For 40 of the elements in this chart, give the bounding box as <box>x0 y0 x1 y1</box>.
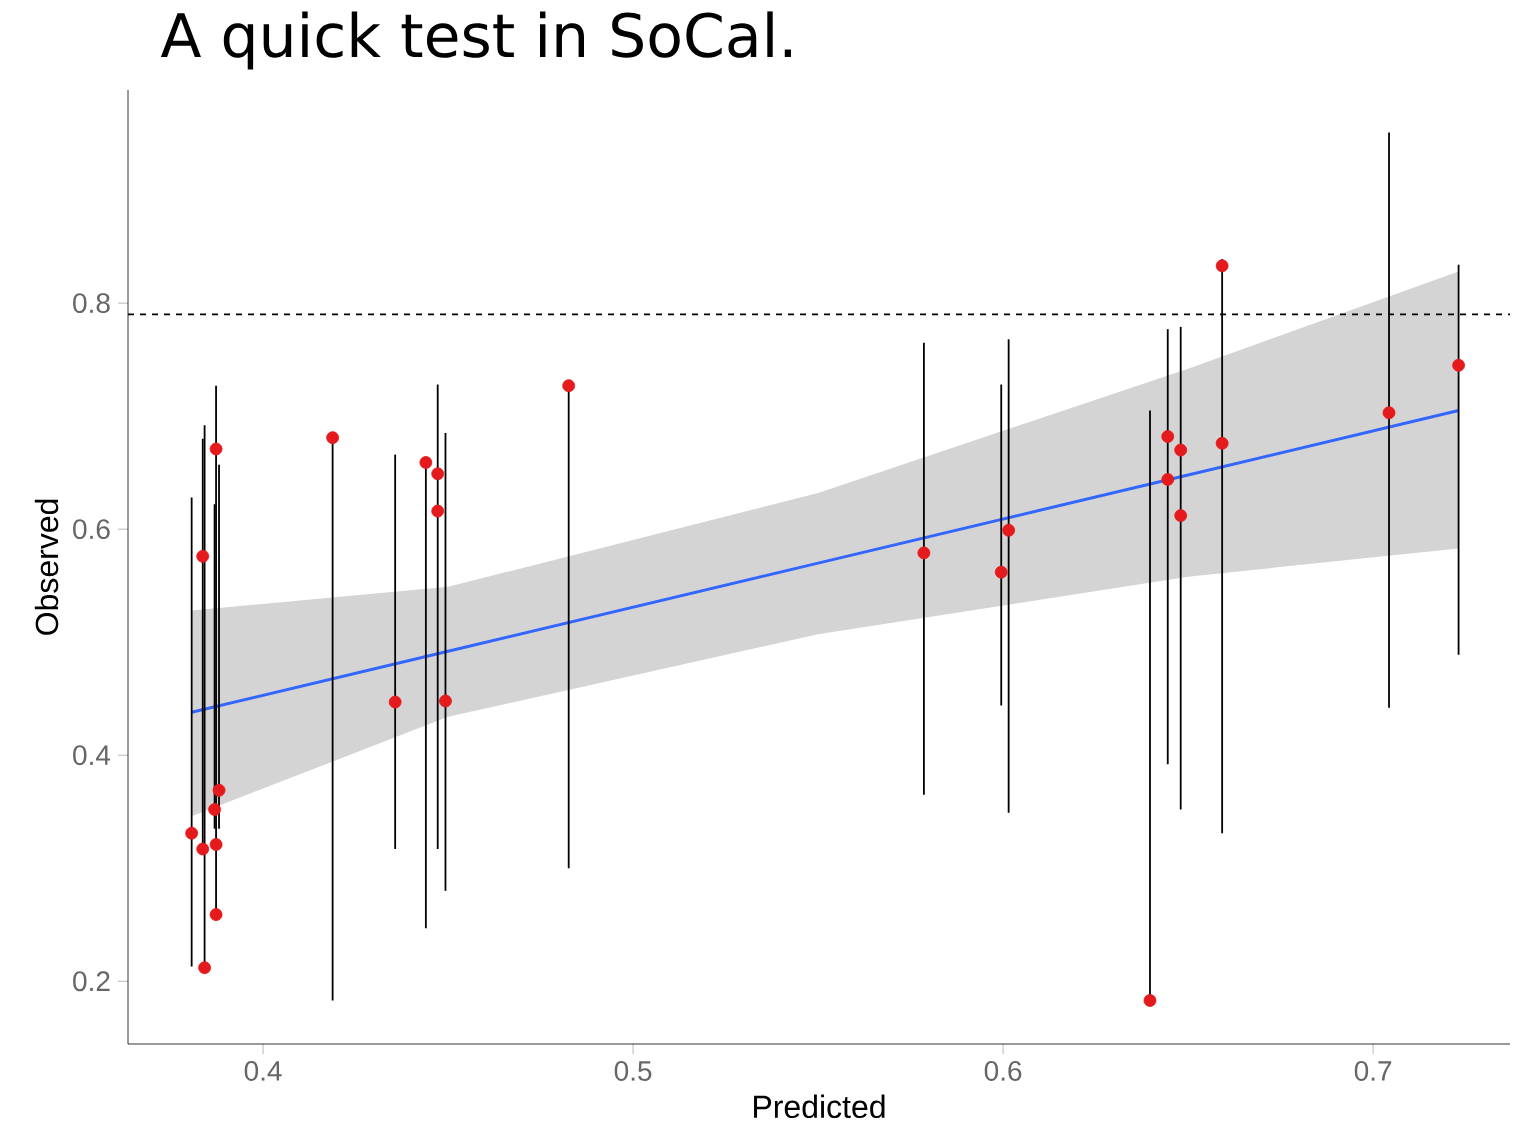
point <box>1002 523 1016 537</box>
point <box>1215 259 1229 273</box>
point <box>212 783 226 797</box>
point <box>196 842 210 856</box>
line-series <box>190 409 1461 714</box>
point <box>1452 358 1465 372</box>
point <box>1215 436 1229 450</box>
y-tick-label: 0.4 <box>73 745 111 766</box>
point <box>198 961 211 975</box>
y-tick-label: 0.6 <box>73 519 110 540</box>
point <box>1382 406 1396 420</box>
point <box>431 467 445 481</box>
x-axis-title: Predicted <box>754 1094 885 1119</box>
y-axis-title: Observed <box>34 499 59 635</box>
point <box>1161 430 1175 443</box>
point <box>1174 443 1188 457</box>
y-tick-label: 0.2 <box>73 971 110 992</box>
point <box>1174 509 1188 523</box>
point <box>208 803 221 816</box>
point <box>1161 473 1175 486</box>
point <box>185 826 199 840</box>
point <box>439 694 452 708</box>
point <box>1143 994 1157 1007</box>
point <box>209 442 223 456</box>
point <box>994 565 1008 579</box>
x-tick-label: 0.6 <box>984 1061 1022 1081</box>
point <box>388 695 402 709</box>
point <box>209 908 223 921</box>
y-tick-label: 0.8 <box>73 293 110 314</box>
x-tick-label: 0.5 <box>614 1061 652 1081</box>
point <box>196 549 210 563</box>
point <box>419 456 433 469</box>
point <box>917 546 931 560</box>
point <box>209 838 223 851</box>
x-tick-label: 0.4 <box>244 1061 282 1081</box>
chart-title: A quick test in SoCal. <box>160 11 791 70</box>
point <box>562 379 576 393</box>
point <box>326 431 340 445</box>
point <box>431 504 445 518</box>
x-tick-label: 0.7 <box>1354 1061 1392 1081</box>
